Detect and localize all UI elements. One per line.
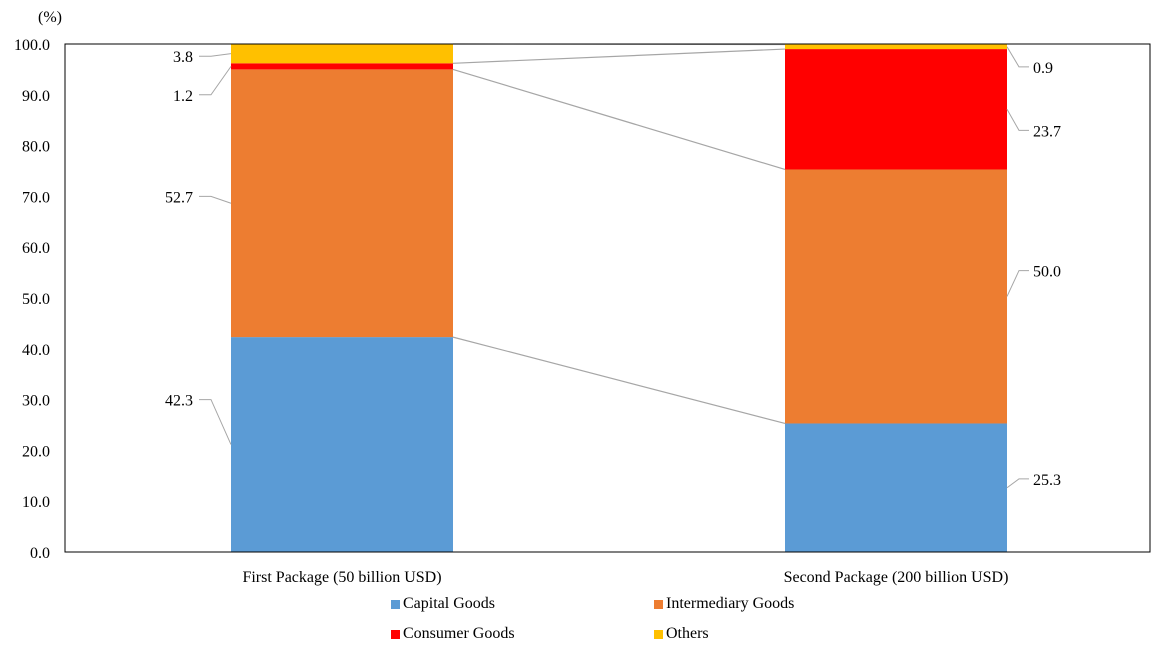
x-category-label: Second Package (200 billion USD) bbox=[784, 569, 1009, 586]
y-tick-label: 60.0 bbox=[22, 240, 50, 257]
leader-line bbox=[1006, 270, 1029, 297]
y-tick-label: 0.0 bbox=[30, 545, 50, 562]
legend-item-intermediary-goods: Intermediary Goods bbox=[654, 595, 794, 613]
series-connector-lines bbox=[452, 43, 786, 425]
data-label: 3.8 bbox=[173, 49, 193, 66]
y-tick-label: 20.0 bbox=[22, 443, 50, 460]
leader-line bbox=[199, 195, 232, 204]
bar-segment-intermediary-goods-1 bbox=[231, 69, 453, 338]
legend: Capital Goods Intermediary Goods Consume… bbox=[0, 590, 1174, 645]
y-tick-label: 40.0 bbox=[22, 342, 50, 359]
legend-swatch bbox=[654, 629, 663, 639]
leader-line bbox=[199, 66, 232, 96]
y-tick-label: 70.0 bbox=[22, 189, 50, 206]
y-tick-label: 80.0 bbox=[22, 139, 50, 156]
bar-segment-others-2 bbox=[785, 44, 1007, 50]
y-tick-label: 30.0 bbox=[22, 393, 50, 410]
leader-line bbox=[1006, 478, 1029, 489]
bars bbox=[231, 44, 1007, 552]
legend-swatch bbox=[391, 599, 400, 609]
legend-swatch bbox=[391, 629, 400, 639]
bar-segment-intermediary-goods-2 bbox=[785, 169, 1007, 424]
legend-label: Intermediary Goods bbox=[666, 595, 795, 612]
y-tick-label: 90.0 bbox=[22, 88, 50, 105]
data-label: 1.2 bbox=[173, 88, 193, 105]
data-label-leaders bbox=[199, 46, 1029, 489]
y-tick-label: 50.0 bbox=[22, 291, 50, 308]
legend-swatch bbox=[654, 599, 663, 609]
legend-label: Capital Goods bbox=[403, 595, 495, 612]
data-label: 23.7 bbox=[1033, 123, 1061, 140]
y-tick-label: 10.0 bbox=[22, 494, 50, 511]
data-label: 42.3 bbox=[165, 393, 193, 410]
leader-line bbox=[199, 53, 232, 57]
x-category-label: First Package (50 billion USD) bbox=[242, 569, 441, 586]
y-tick-label: 100.0 bbox=[14, 37, 50, 54]
data-label: 52.7 bbox=[165, 189, 193, 206]
legend-label: Consumer Goods bbox=[403, 625, 515, 642]
x-axis: First Package (50 billion USD) Second Pac… bbox=[242, 569, 1008, 586]
y-axis: 0.0 10.0 20.0 30.0 40.0 50.0 60.0 70.0 80.0 90.0 1… bbox=[14, 37, 50, 562]
legend-item-capital-goods: Capital Goods bbox=[391, 595, 495, 613]
connector-line bbox=[452, 68, 786, 171]
y-unit-label: (%) bbox=[38, 9, 62, 26]
data-labels: 42.3 52.7 1.2 3.8 25.3 50.0 23.7 0.9 bbox=[165, 49, 1061, 489]
connector-line bbox=[452, 336, 786, 425]
legend-item-others: Others bbox=[654, 625, 709, 643]
leader-line bbox=[1006, 109, 1029, 131]
data-label: 50.0 bbox=[1033, 264, 1061, 281]
plot-frame bbox=[64, 43, 1151, 553]
bar-segment-capital-goods-1 bbox=[231, 337, 453, 552]
bar-segment-consumer-goods-2 bbox=[785, 49, 1007, 170]
bar-segment-capital-goods-2 bbox=[785, 423, 1007, 552]
bar-segment-consumer-goods-1 bbox=[231, 63, 453, 70]
connector-line bbox=[452, 48, 786, 64]
data-label: 25.3 bbox=[1033, 472, 1061, 489]
legend-label: Others bbox=[666, 625, 709, 642]
data-label: 0.9 bbox=[1033, 60, 1053, 77]
leader-line bbox=[1006, 46, 1029, 68]
bar-segment-others-1 bbox=[231, 44, 453, 64]
leader-line bbox=[199, 399, 232, 445]
legend-item-consumer-goods: Consumer Goods bbox=[391, 625, 515, 643]
